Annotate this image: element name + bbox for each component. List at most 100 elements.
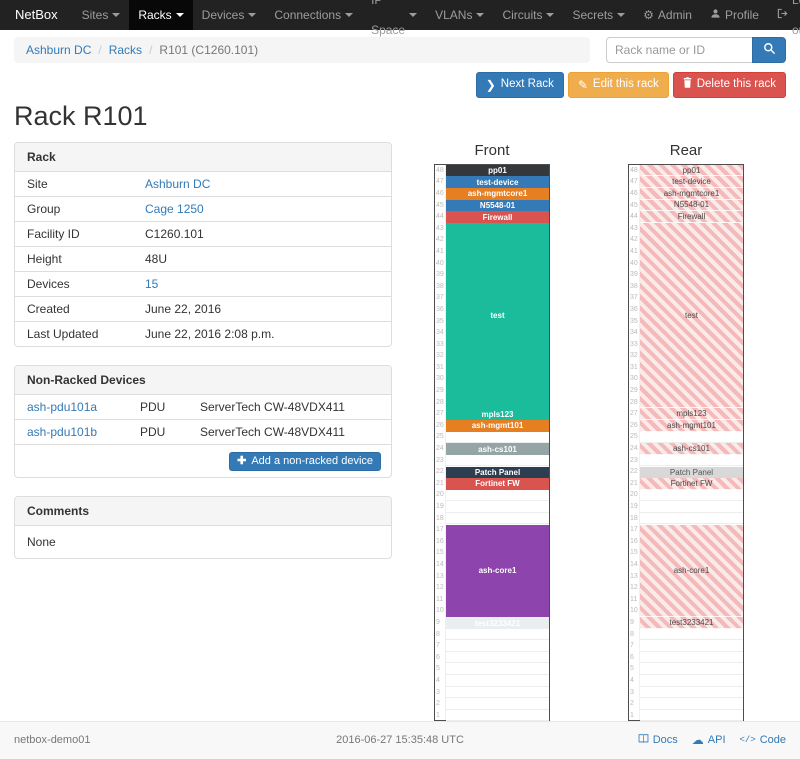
- front-device-test3233421[interactable]: test3233421: [446, 617, 549, 629]
- front-device-ash-cs101[interactable]: ash-cs101: [446, 443, 549, 455]
- nav-item-vlans[interactable]: VLANs: [426, 0, 493, 30]
- rear-device-mpls123[interactable]: mpls123: [640, 408, 743, 421]
- rear-device-N5548-01[interactable]: N5548-01: [640, 199, 743, 212]
- nav-item-label: Admin: [657, 8, 692, 22]
- front-device-ash-core1[interactable]: ash-core1: [446, 524, 549, 618]
- unit-number: 26: [630, 421, 638, 429]
- nav-item-logout[interactable]: Log out: [768, 0, 800, 37]
- empty-slot: [640, 455, 743, 467]
- front-device-Patch Panel[interactable]: Patch Panel: [446, 466, 549, 479]
- nav-item-admin[interactable]: ⚙ Admin: [634, 0, 701, 30]
- unit-number: 19: [436, 503, 444, 511]
- nav-item-label: Secrets: [572, 8, 614, 22]
- unit-number: 41: [630, 247, 638, 255]
- empty-slot: [446, 640, 549, 652]
- empty-slot: [640, 640, 743, 652]
- unit-number: 3: [436, 688, 440, 696]
- rear-device-test[interactable]: test: [640, 222, 743, 409]
- rear-device-Firewall[interactable]: Firewall: [640, 211, 743, 223]
- empty-slot: [640, 501, 743, 513]
- edit-rack-button[interactable]: ✎ Edit this rack: [567, 72, 669, 98]
- nav-item-connections[interactable]: Connections: [265, 0, 362, 30]
- empty-slot: [446, 455, 549, 467]
- nav-item-circuits[interactable]: Circuits: [493, 0, 563, 30]
- front-device-mpls123[interactable]: mpls123: [446, 408, 549, 421]
- rear-device-test3233421[interactable]: test3233421: [640, 617, 743, 629]
- nav-item-sites[interactable]: Sites: [73, 0, 130, 30]
- breadcrumb-item[interactable]: Racks: [108, 43, 143, 57]
- unit-number: 40: [630, 259, 638, 267]
- empty-slot: [640, 675, 743, 687]
- rear-device-Patch Panel[interactable]: Patch Panel: [640, 466, 743, 479]
- unit-number: 38: [436, 282, 444, 290]
- rack-actions: ❯ Next Rack ✎ Edit this rack Delete this…: [14, 72, 786, 98]
- edit-rack-label: Edit this rack: [592, 78, 659, 90]
- unit-number: 9: [436, 618, 440, 626]
- device-model: ServerTech CW-48VDX411: [188, 418, 391, 444]
- empty-slot: [446, 698, 549, 710]
- code-link[interactable]: </> Code: [740, 733, 787, 747]
- nav-item-devices[interactable]: Devices: [193, 0, 266, 30]
- breadcrumb-item[interactable]: Ashburn DC: [26, 43, 92, 57]
- front-device-ash-mgmt101[interactable]: ash-mgmt101: [446, 420, 549, 432]
- rack-attr-link[interactable]: Cage 1250: [145, 201, 204, 216]
- unit-number: 22: [436, 468, 444, 476]
- nav-item-racks[interactable]: Racks: [129, 0, 193, 30]
- next-rack-button[interactable]: ❯ Next Rack: [475, 72, 564, 98]
- front-device-test-device[interactable]: test-device: [446, 176, 549, 188]
- front-device-Firewall[interactable]: Firewall: [446, 211, 549, 223]
- unit-number: 14: [630, 560, 638, 568]
- rear-device-test-device[interactable]: test-device: [640, 176, 743, 188]
- empty-slot: [446, 687, 549, 699]
- rear-device-ash-mgmt101[interactable]: ash-mgmt101: [640, 420, 743, 432]
- delete-rack-button[interactable]: Delete this rack: [672, 72, 786, 98]
- unit-number: 37: [436, 294, 444, 302]
- empty-slot: [640, 513, 743, 525]
- device-link[interactable]: ash-pdu101a: [27, 399, 98, 414]
- navbar-menu: Sites Racks Devices Connections IP Space VLAN…: [73, 0, 635, 37]
- brand[interactable]: NetBox: [15, 7, 58, 22]
- front-elevation-title: Front: [474, 141, 510, 159]
- empty-slot: [446, 663, 549, 675]
- nav-item-ip-space[interactable]: IP Space: [362, 0, 426, 37]
- unit-number: 18: [436, 514, 444, 522]
- unit-number: 30: [630, 375, 638, 383]
- unit-number: 12: [436, 584, 444, 592]
- front-device-Fortinet FW[interactable]: Fortinet FW: [446, 478, 549, 490]
- rear-device-ash-mgmtcore1[interactable]: ash-mgmtcore1: [640, 188, 743, 200]
- empty-slot: [640, 652, 743, 664]
- front-device-ash-mgmtcore1[interactable]: ash-mgmtcore1: [446, 188, 549, 200]
- rear-device-pp01[interactable]: pp01: [640, 164, 743, 177]
- front-device-pp01[interactable]: pp01: [446, 164, 549, 177]
- unit-number: 42: [436, 236, 444, 244]
- rear-device-Fortinet FW[interactable]: Fortinet FW: [640, 478, 743, 490]
- add-nonracked-device-button[interactable]: ✚ Add a non-racked device: [229, 451, 381, 471]
- unit-number: 2: [630, 700, 634, 708]
- device-link[interactable]: ash-pdu101b: [27, 424, 98, 439]
- rack-attr-row: Group Cage 1250: [15, 195, 391, 222]
- front-slots: pp01 test-device ash-mgmtcore1 N5548-01 Fire…: [445, 164, 549, 722]
- rack-attr-link[interactable]: 15: [145, 276, 159, 291]
- nav-item-secrets[interactable]: Secrets: [563, 0, 634, 30]
- nav-item-profile[interactable]: Profile: [701, 0, 768, 30]
- breadcrumb-item: R101 (C1260.101): [159, 43, 259, 57]
- search-button[interactable]: [752, 37, 786, 63]
- empty-slot: [446, 710, 549, 722]
- plus-icon: ✚: [237, 454, 247, 467]
- rear-device-ash-cs101[interactable]: ash-cs101: [640, 443, 743, 455]
- nonracked-panel-footer: ✚ Add a non-racked device: [15, 443, 391, 477]
- rack-attr-label: Site: [27, 176, 48, 191]
- rack-attr-row: Created June 22, 2016: [15, 295, 391, 322]
- search-input[interactable]: [606, 37, 752, 63]
- front-device-N5548-01[interactable]: N5548-01: [446, 199, 549, 212]
- front-rack: 48 47 46 45 44 43 42 41 40 39 38 37 36 35 34 33 32 31 30 29…: [434, 163, 550, 722]
- front-device-test[interactable]: test: [446, 222, 549, 409]
- unit-number: 42: [630, 236, 638, 244]
- unit-number: 39: [630, 271, 638, 279]
- unit-number: 27: [436, 410, 444, 418]
- rack-info-table: Site Ashburn DC Group Cage 1250 Facility ID C…: [15, 172, 391, 346]
- docs-link[interactable]: Docs: [638, 733, 678, 747]
- rack-attr-link[interactable]: Ashburn DC: [145, 176, 211, 191]
- rear-device-ash-core1[interactable]: ash-core1: [640, 524, 743, 618]
- api-link[interactable]: ☁ API: [692, 733, 726, 747]
